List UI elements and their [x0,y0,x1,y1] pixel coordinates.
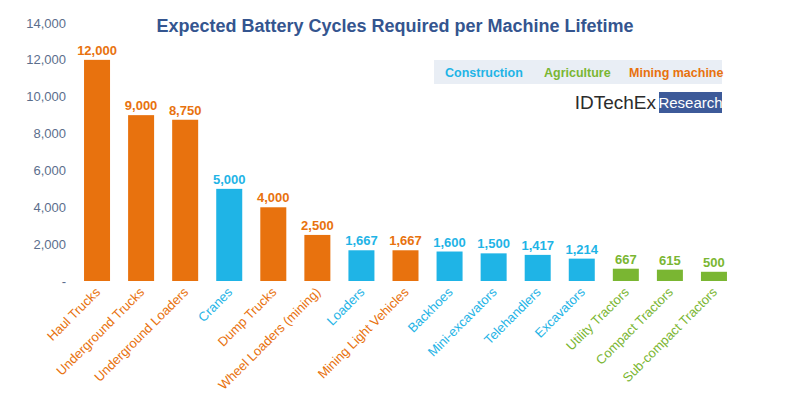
bar [569,259,595,281]
data-label: 2,500 [301,218,334,233]
y-tick [70,59,72,60]
data-label: 1,214 [565,242,598,257]
y-tick [70,23,72,24]
bar [84,60,110,281]
y-tick-label: 4,000 [33,200,66,215]
data-label: 4,000 [257,190,290,205]
bar [613,269,639,281]
logo-text: Research [658,94,722,111]
y-tick [70,244,72,245]
y-tick [70,96,72,97]
bar [393,250,419,281]
y-tick-label: 6,000 [33,163,66,178]
bar [481,253,507,281]
data-label: 8,750 [169,103,202,118]
data-label: 615 [659,253,681,268]
x-tick-label: Cranes [195,284,236,325]
x-tick-label: Compact Tractors [593,284,676,367]
y-tick-label: 2,000 [33,237,66,252]
bar [657,270,683,281]
bars [84,60,727,281]
bar [525,255,551,281]
bar [260,207,286,281]
data-label: 1,600 [433,235,466,250]
x-tick-label: Underground Loaders [91,284,191,384]
data-label: 667 [615,252,637,267]
y-tick-label: 14,000 [26,16,66,31]
y-tick-label: 12,000 [26,52,66,67]
x-tick-label: Loaders [324,284,368,328]
data-label: 1,667 [345,233,378,248]
data-label: 1,417 [521,238,554,253]
legend: Construction Agriculture Mining machine [434,60,724,84]
chart: Expected Battery Cycles Required per Mac… [0,0,787,399]
logo-box [659,92,722,113]
x-tick-label: Mini-excavators [425,284,500,359]
logo-text: IDTechEx [575,92,657,113]
bar [701,272,727,281]
y-tick [70,170,72,171]
bar [437,252,463,281]
y-tick [70,207,72,208]
x-tick-label: Telehandlers [481,284,544,347]
y-tick-label: - [62,274,66,289]
legend-entry: Mining machine [629,66,724,80]
data-label: 12,000 [77,43,117,58]
bar [172,120,198,281]
bar [216,189,242,281]
title: Expected Battery Cycles Required per Mac… [156,16,633,36]
legend-entry: Construction [445,66,523,80]
y-tick [70,133,72,134]
x-tick-label: Wheel Loaders (mining) [215,285,323,393]
data-labels: 12,000 9,000 8,750 5,000 4,000 2,500 1,667 1,66… [77,43,725,270]
data-label: 9,000 [125,98,158,113]
y-tick [70,281,72,282]
bar [128,115,154,281]
bar [304,235,330,281]
y-tick-label: 8,000 [33,126,66,141]
bar [348,250,374,281]
data-label: 1,667 [389,233,422,248]
y-tick-label: 10,000 [26,89,66,104]
legend-entry: Agriculture [544,66,611,80]
data-label: 500 [703,255,725,270]
x-tick-label: Mining Light Vehicles [315,284,412,381]
data-label: 5,000 [213,172,246,187]
data-label: 1,500 [477,236,510,251]
x-tick-label: Sub-compact Tractors [620,284,721,385]
